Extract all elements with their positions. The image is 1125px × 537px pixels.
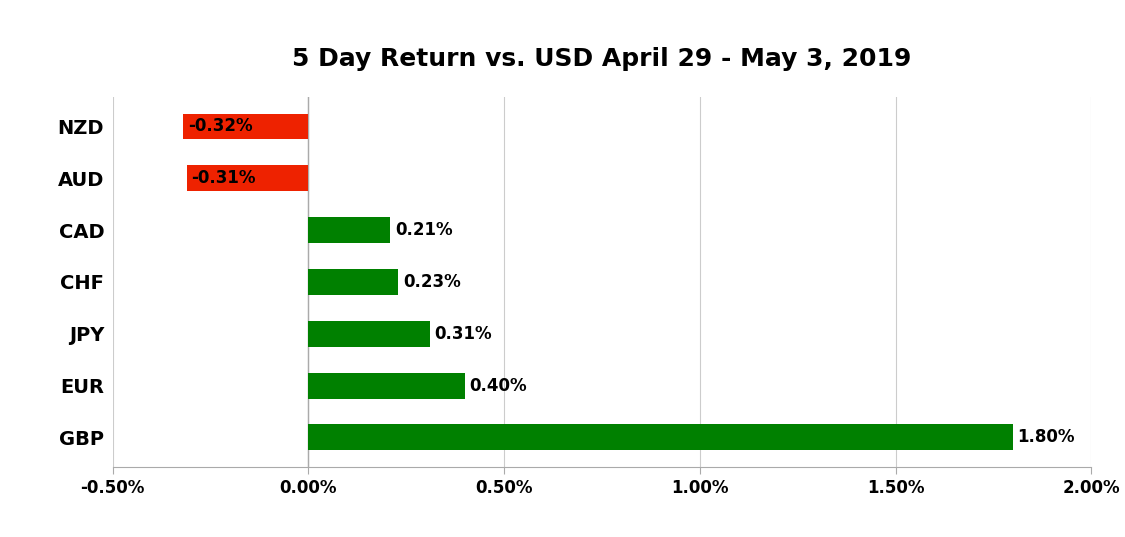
Text: 0.21%: 0.21% xyxy=(395,221,452,239)
Title: 5 Day Return vs. USD April 29 - May 3, 2019: 5 Day Return vs. USD April 29 - May 3, 2… xyxy=(292,47,911,71)
Bar xyxy=(308,269,398,295)
Bar xyxy=(308,321,430,347)
Text: 0.31%: 0.31% xyxy=(434,325,492,343)
Bar xyxy=(187,165,308,191)
Text: 0.40%: 0.40% xyxy=(469,376,528,395)
Bar xyxy=(308,373,465,398)
Bar xyxy=(308,217,390,243)
Bar xyxy=(308,424,1012,451)
Text: 0.23%: 0.23% xyxy=(403,273,461,291)
Text: -0.32%: -0.32% xyxy=(188,118,252,135)
Bar xyxy=(183,113,308,140)
Text: -0.31%: -0.31% xyxy=(191,169,256,187)
Text: 1.80%: 1.80% xyxy=(1018,429,1076,446)
